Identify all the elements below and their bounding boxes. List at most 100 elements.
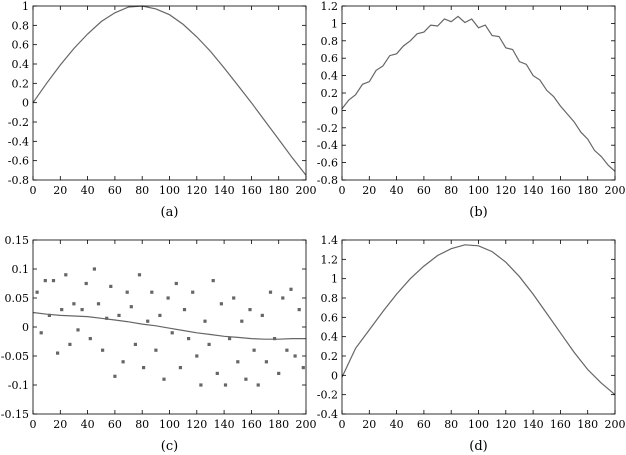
x-tick-label: 200: [605, 184, 626, 197]
y-tick-label: 1.4: [321, 234, 339, 247]
axes-frame: [341, 239, 616, 415]
x-tick-label: 100: [468, 418, 489, 431]
data-point: [142, 366, 146, 370]
data-point: [137, 273, 142, 277]
y-tick-label: 0.8: [321, 35, 339, 48]
data-point: [223, 383, 228, 387]
axes-frame: [32, 239, 307, 415]
y-tick-label: -0.6: [317, 157, 338, 170]
data-point: [297, 308, 301, 312]
y-tick-label: 0.6: [12, 39, 30, 52]
data-point: [252, 348, 256, 352]
x-tick-label: 120: [186, 184, 207, 197]
y-tick-label: 1.2: [321, 0, 339, 13]
y-tick-label: 0.8: [321, 292, 339, 305]
x-tick-label: 20: [362, 184, 376, 197]
data-point: [232, 296, 236, 300]
y-tick-label: 0.4: [12, 58, 30, 71]
x-tick-label: 180: [268, 184, 289, 197]
y-tick-label: 0.4: [321, 331, 339, 344]
data-point: [125, 290, 129, 294]
y-tick-label: 0.8: [12, 19, 30, 32]
data-point: [228, 337, 232, 341]
y-tick-label: 0.1: [12, 263, 30, 276]
x-tick-label: 140: [523, 418, 544, 431]
data-point: [256, 383, 260, 387]
data-point: [146, 319, 150, 323]
y-tick-label: 0.05: [5, 292, 30, 305]
data-point: [154, 348, 158, 352]
y-tick-label: -0.4: [8, 135, 29, 148]
data-point: [158, 313, 162, 317]
data-point: [268, 290, 273, 294]
data-point: [80, 308, 84, 312]
x-tick-label: 20: [53, 418, 67, 431]
panel-caption: (a): [161, 205, 179, 220]
x-tick-label: 40: [390, 184, 404, 197]
y-tick-label: 0.2: [321, 350, 339, 363]
data-point: [207, 342, 211, 346]
x-tick-label: 100: [159, 418, 180, 431]
y-tick-label: -0.2: [317, 389, 338, 402]
y-tick-label: -0.6: [8, 155, 29, 168]
y-tick-label: 0.2: [321, 87, 339, 100]
data-point: [43, 279, 47, 283]
data-point: [199, 383, 203, 387]
panel-b: 0 20 40 60 80 100 120 140 160 180 200 -0.8 -0.6 -0.4 -…: [317, 0, 626, 220]
panel-a: 0 20 40 60 80 100 120 140 160 180 200 -0.8 -0.6 -0.4 -…: [8, 0, 317, 220]
x-tick-label: 40: [81, 184, 95, 197]
x-tick-label: 0: [339, 418, 346, 431]
y-tick-label: 0: [22, 321, 29, 334]
series-line-0: [341, 244, 616, 396]
data-point: [105, 316, 109, 320]
x-tick-label: 180: [577, 184, 598, 197]
y-tick-label: -0.2: [8, 116, 29, 129]
panel-d: 0 20 40 60 80 100 120 140 160 180 200 -0.4 -0.2 0 0.2 0…: [317, 234, 626, 454]
data-point: [244, 377, 248, 381]
panel-caption: (d): [469, 439, 487, 454]
data-point: [166, 296, 170, 300]
data-point: [281, 296, 285, 300]
y-tick-label: 0.6: [321, 311, 339, 324]
axes-frame: [341, 5, 616, 181]
data-point: [101, 348, 105, 352]
series-line-0: [32, 5, 307, 176]
x-tick-label: 160: [550, 184, 571, 197]
panel-c: 0 20 40 60 80 100 120 140 160 180 200 -0.15 -0.1 -0.0…: [1, 234, 317, 454]
x-tick-label: 60: [417, 418, 431, 431]
data-point: [187, 337, 191, 341]
data-point: [133, 342, 137, 346]
data-point: [174, 281, 178, 286]
x-tick-label: 200: [296, 418, 317, 431]
y-tick-label: -0.05: [1, 350, 29, 363]
y-tick-label: -0.8: [317, 174, 338, 187]
x-tick-label: 80: [135, 418, 149, 431]
x-tick-label: 80: [444, 418, 458, 431]
y-tick-label: 1: [331, 273, 338, 286]
data-point: [121, 360, 125, 364]
data-point: [84, 281, 88, 286]
data-point: [170, 331, 174, 335]
x-tick-label: 200: [605, 418, 626, 431]
x-tick-label: 100: [159, 184, 180, 197]
series-line-0: [341, 15, 616, 172]
x-tick-label: 200: [296, 184, 317, 197]
x-tick-label: 140: [523, 184, 544, 197]
series-line-1: [32, 311, 306, 340]
data-point: [64, 273, 68, 277]
x-tick-label: 140: [214, 418, 235, 431]
data-point: [248, 308, 252, 312]
data-point: [72, 302, 76, 306]
data-point: [129, 305, 133, 309]
y-tick-label: -0.4: [317, 139, 338, 152]
x-tick-label: 80: [444, 184, 458, 197]
y-tick-label: 0.4: [321, 70, 339, 83]
y-tick-label: -0.15: [1, 408, 29, 421]
y-tick-label: 1: [331, 17, 338, 30]
data-point: [76, 328, 80, 332]
panel-caption: (b): [469, 205, 487, 220]
panel-caption: (c): [161, 439, 178, 454]
data-point: [191, 290, 195, 294]
x-tick-label: 20: [362, 418, 376, 431]
x-tick-label: 160: [550, 418, 571, 431]
